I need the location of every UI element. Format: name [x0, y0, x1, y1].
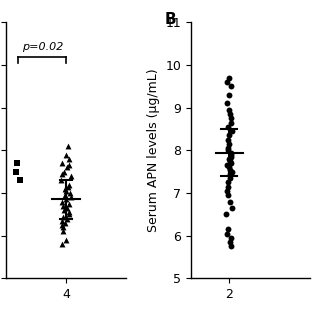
Text: p=0.02: p=0.02 [22, 42, 64, 52]
Point [229, 169, 234, 174]
Point [68, 173, 73, 179]
Point [67, 201, 72, 206]
Point [64, 197, 69, 202]
Point [229, 84, 234, 89]
Point [224, 212, 229, 217]
Point [63, 188, 68, 194]
Point [226, 193, 231, 198]
Point [228, 154, 234, 159]
Text: B: B [165, 12, 177, 27]
Point [227, 176, 232, 181]
Point [228, 116, 233, 121]
Point [60, 225, 65, 230]
Point [62, 186, 68, 191]
Point [228, 161, 234, 166]
Point [224, 101, 229, 106]
Point [64, 205, 69, 211]
Point [226, 165, 231, 170]
Point [227, 92, 232, 98]
Point [61, 229, 66, 234]
Point [60, 218, 65, 223]
Point [17, 178, 22, 183]
Point [60, 199, 65, 204]
Point [67, 212, 72, 217]
Point [61, 208, 67, 213]
Point [228, 171, 233, 176]
Point [66, 184, 71, 189]
Point [14, 169, 19, 174]
Point [228, 120, 234, 125]
Point [65, 144, 70, 149]
Point [227, 167, 232, 172]
Point [15, 161, 20, 166]
Point [229, 129, 234, 134]
Point [68, 195, 73, 200]
Point [224, 163, 229, 168]
Point [66, 182, 71, 187]
Point [65, 216, 70, 221]
Point [64, 165, 69, 170]
Point [59, 178, 64, 183]
Point [225, 188, 230, 194]
Point [59, 161, 64, 166]
Point [225, 184, 230, 189]
Point [225, 80, 230, 85]
Point [227, 107, 232, 112]
Point [229, 152, 234, 157]
Point [60, 242, 65, 247]
Point [229, 205, 234, 211]
Y-axis label: Serum APN levels (μg/mL): Serum APN levels (μg/mL) [147, 68, 160, 232]
Point [63, 220, 68, 226]
Point [228, 244, 234, 249]
Point [226, 156, 231, 162]
Point [227, 112, 232, 117]
Point [225, 137, 230, 142]
Point [225, 180, 230, 185]
Point [63, 152, 68, 157]
Point [228, 158, 233, 164]
Point [61, 169, 67, 174]
Point [61, 214, 66, 219]
Point [66, 163, 71, 168]
Point [226, 227, 231, 232]
Point [68, 190, 73, 196]
Point [59, 171, 64, 176]
Point [227, 141, 232, 147]
Point [225, 148, 230, 153]
Point [63, 237, 68, 243]
Point [62, 193, 68, 198]
Point [228, 240, 233, 245]
Point [228, 235, 234, 240]
Point [226, 146, 231, 151]
Point [224, 231, 229, 236]
Point [227, 75, 232, 80]
Point [61, 203, 66, 208]
Point [60, 222, 65, 228]
Point [229, 150, 234, 155]
Point [228, 199, 233, 204]
Point [226, 133, 231, 138]
Point [67, 156, 72, 162]
Point [225, 124, 230, 130]
Point [67, 210, 72, 215]
